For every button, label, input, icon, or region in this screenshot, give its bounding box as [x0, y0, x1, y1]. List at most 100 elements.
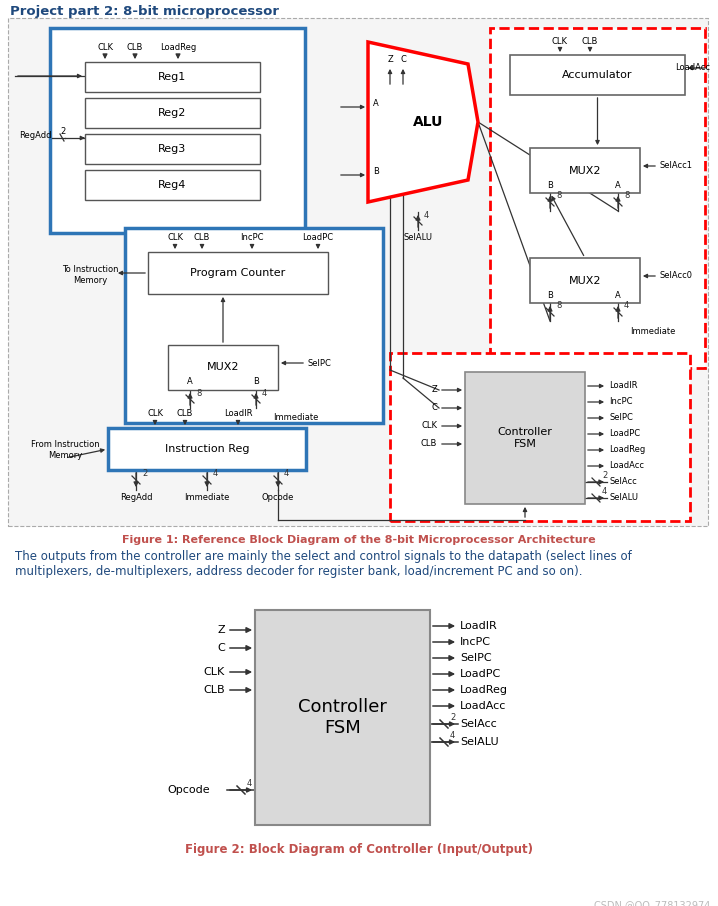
Text: B: B	[253, 378, 259, 387]
Text: Reg3: Reg3	[158, 144, 186, 154]
Polygon shape	[368, 42, 478, 202]
Text: ALU: ALU	[413, 115, 443, 129]
Text: 2: 2	[142, 469, 147, 478]
Text: LoadIR: LoadIR	[460, 621, 498, 631]
Text: MUX2: MUX2	[569, 275, 601, 285]
Bar	[85, 98, 260, 128]
Text: SelPC: SelPC	[308, 359, 332, 368]
Text: MUX2: MUX2	[569, 166, 601, 176]
Text: Reg1: Reg1	[158, 72, 186, 82]
Text: CLB: CLB	[194, 234, 210, 243]
Text: 2: 2	[602, 471, 607, 480]
Text: B: B	[373, 168, 379, 177]
Bar	[255, 610, 430, 825]
Text: B: B	[547, 180, 553, 189]
Text: RegAdd: RegAdd	[120, 494, 152, 503]
Text: Figure 2: Block Diagram of Controller (Input/Output): Figure 2: Block Diagram of Controller (I…	[185, 843, 533, 856]
Text: LoadPC: LoadPC	[609, 429, 640, 439]
Bar	[50, 28, 305, 233]
Text: LoadAcc: LoadAcc	[609, 461, 644, 470]
Text: SelAcc: SelAcc	[609, 477, 637, 487]
Text: SelPC: SelPC	[460, 653, 492, 663]
Text: 4: 4	[602, 487, 607, 496]
Text: Immediate: Immediate	[273, 413, 318, 422]
Text: IncPC: IncPC	[609, 398, 633, 407]
Text: Opcode: Opcode	[262, 494, 294, 503]
Text: LoadIR: LoadIR	[224, 410, 252, 419]
Text: Z: Z	[218, 625, 225, 635]
Bar	[490, 28, 705, 368]
Text: 4: 4	[247, 779, 252, 788]
Text: Z: Z	[387, 55, 393, 64]
Text: LoadPC: LoadPC	[460, 669, 501, 679]
Text: CLB: CLB	[582, 37, 598, 46]
Bar	[148, 252, 328, 294]
Text: 8: 8	[196, 389, 201, 398]
Bar	[168, 345, 278, 390]
Text: CLB: CLB	[127, 43, 143, 53]
Text: CLK: CLK	[167, 234, 183, 243]
Text: Opcode: Opcode	[167, 785, 210, 795]
Text: CLK: CLK	[204, 667, 225, 677]
Text: A: A	[615, 291, 621, 300]
Text: 4: 4	[262, 389, 267, 398]
Text: CLK: CLK	[147, 410, 163, 419]
Bar	[8, 18, 708, 526]
Text: SelALU: SelALU	[460, 737, 498, 747]
Text: CLK: CLK	[97, 43, 113, 53]
Text: RegAdd: RegAdd	[19, 130, 52, 140]
Text: The outputs from the controller are mainly the select and control signals to the: The outputs from the controller are main…	[15, 550, 632, 578]
Text: 4: 4	[450, 731, 455, 740]
Text: 4: 4	[424, 210, 429, 219]
Text: CLK: CLK	[421, 421, 437, 430]
Text: SelAcc: SelAcc	[460, 719, 497, 729]
Text: MUX2: MUX2	[207, 362, 239, 372]
Text: 4: 4	[624, 302, 629, 311]
Text: LoadIR: LoadIR	[609, 381, 638, 390]
Bar	[85, 62, 260, 92]
Text: 8: 8	[556, 302, 561, 311]
Text: Reg4: Reg4	[158, 180, 186, 190]
Text: LoadReg: LoadReg	[609, 446, 645, 455]
Text: From Instruction
Memory: From Instruction Memory	[31, 440, 99, 459]
Text: Program Counter: Program Counter	[190, 268, 286, 278]
Text: Figure 1: Reference Block Diagram of the 8-bit Microprocessor Architecture: Figure 1: Reference Block Diagram of the…	[122, 535, 596, 545]
Text: Immediate: Immediate	[185, 494, 230, 503]
Text: SelAcc0: SelAcc0	[660, 272, 693, 281]
Text: LoadAcc: LoadAcc	[460, 701, 506, 711]
Bar	[530, 148, 640, 193]
Text: C: C	[400, 55, 406, 64]
Text: Controller
FSM: Controller FSM	[498, 428, 552, 448]
Text: A: A	[373, 100, 379, 109]
Text: SelAcc1: SelAcc1	[660, 161, 693, 170]
Text: CSDN @QQ_778132974: CSDN @QQ_778132974	[594, 900, 710, 906]
Text: LoadAcc: LoadAcc	[675, 63, 710, 72]
Text: Instruction Reg: Instruction Reg	[164, 444, 249, 454]
Bar	[108, 428, 306, 470]
Text: SelPC: SelPC	[609, 413, 633, 422]
Text: Z: Z	[432, 385, 437, 394]
Text: A: A	[187, 378, 193, 387]
Bar	[510, 55, 685, 95]
Bar	[465, 372, 585, 504]
Bar	[390, 353, 690, 521]
Text: CLB: CLB	[421, 439, 437, 448]
Text: To Instruction
Memory: To Instruction Memory	[62, 265, 118, 284]
Text: C: C	[431, 403, 437, 412]
Bar	[530, 258, 640, 303]
Text: LoadPC: LoadPC	[302, 234, 334, 243]
Text: 4: 4	[284, 469, 289, 478]
Text: Project part 2: 8-bit microprocessor: Project part 2: 8-bit microprocessor	[10, 5, 279, 18]
Text: CLB: CLB	[203, 685, 225, 695]
Text: Controller
FSM: Controller FSM	[298, 699, 387, 737]
Text: Reg2: Reg2	[158, 108, 186, 118]
Text: 8: 8	[556, 191, 561, 200]
Bar	[85, 170, 260, 200]
Text: B: B	[547, 291, 553, 300]
Text: IncPC: IncPC	[460, 637, 491, 647]
Text: Accumulator: Accumulator	[562, 70, 633, 80]
Text: 4: 4	[213, 469, 218, 478]
Text: A: A	[615, 180, 621, 189]
Text: Immediate: Immediate	[630, 326, 676, 335]
Text: 2: 2	[60, 128, 65, 137]
